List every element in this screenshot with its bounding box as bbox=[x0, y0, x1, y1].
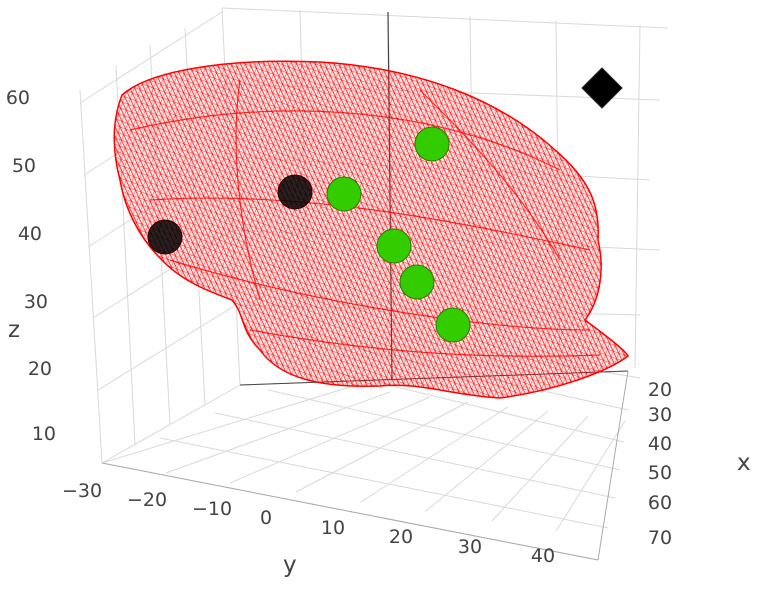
z-tick-label: 30 bbox=[24, 291, 48, 313]
green-circle-marker[interactable] bbox=[399, 264, 435, 300]
z-tick-label: 20 bbox=[28, 358, 52, 380]
x-tick-label: 50 bbox=[648, 462, 672, 484]
mesh-strand bbox=[129, 110, 561, 171]
green-circle-marker[interactable] bbox=[414, 126, 450, 162]
green-circle-marker[interactable] bbox=[326, 176, 362, 212]
mesh-wireframe bbox=[114, 61, 628, 398]
z-tick-label: 10 bbox=[32, 423, 56, 445]
y-tick-label: 10 bbox=[321, 517, 345, 539]
floor-gridline bbox=[267, 389, 621, 471]
black-circle-marker[interactable] bbox=[277, 174, 313, 210]
axis-line bbox=[597, 370, 629, 561]
black-circle-marker[interactable] bbox=[147, 219, 183, 255]
green-circle-marker[interactable] bbox=[435, 307, 471, 343]
wall-gridline bbox=[79, 89, 103, 464]
wall-gridline bbox=[221, 7, 669, 29]
floor-gridline bbox=[229, 396, 431, 484]
floor-gridline bbox=[491, 415, 589, 522]
floor-gridline bbox=[214, 412, 616, 499]
y-tick-label: 30 bbox=[458, 536, 482, 558]
x-tick-label: 30 bbox=[648, 404, 672, 426]
z-tick-label: 40 bbox=[18, 223, 42, 245]
green-circle-marker[interactable] bbox=[376, 228, 412, 264]
mesh-strand bbox=[235, 79, 261, 301]
z-tick-label: 60 bbox=[6, 87, 30, 109]
floor-gridline bbox=[425, 410, 549, 512]
axis-titles: x y z bbox=[8, 317, 751, 578]
mesh-strand bbox=[149, 197, 591, 251]
floor-gridline bbox=[295, 401, 469, 493]
x-tick-label: 20 bbox=[648, 379, 672, 401]
wall-gridline bbox=[634, 24, 641, 369]
floor-gridline bbox=[159, 437, 609, 529]
y-tick-label: −30 bbox=[62, 480, 102, 502]
wall-gridline bbox=[97, 304, 237, 391]
z-tick-label: 50 bbox=[12, 155, 36, 177]
y-tick-label: 20 bbox=[389, 526, 413, 548]
y-tick-label: 0 bbox=[260, 507, 272, 529]
axis-line bbox=[101, 462, 599, 561]
markers bbox=[147, 67, 623, 343]
y-axis-title: y bbox=[283, 552, 297, 578]
y-tick-label: −20 bbox=[127, 489, 167, 511]
floor-gridline bbox=[360, 406, 509, 503]
wall-gridline bbox=[101, 384, 241, 464]
y-tick-label: 40 bbox=[531, 545, 555, 567]
x-tick-label: 70 bbox=[648, 527, 672, 549]
mesh-strand bbox=[249, 329, 601, 357]
red-wireframe-mesh bbox=[113, 60, 629, 399]
diamond-marker[interactable] bbox=[581, 67, 623, 109]
x-axis-title: x bbox=[737, 450, 751, 476]
x-tick-label: 60 bbox=[648, 492, 672, 514]
floor-gridline bbox=[555, 420, 626, 532]
x-tick-label: 40 bbox=[648, 433, 672, 455]
mesh-strand bbox=[419, 89, 561, 261]
y-tick-label: −10 bbox=[192, 498, 232, 520]
z-axis-title: z bbox=[8, 317, 20, 343]
wall-gridline bbox=[79, 11, 223, 104]
mesh-strand bbox=[169, 259, 591, 331]
tick-labels: 10 20 30 40 50 60 −30 −20 −10 0 10 20 30 40 20 30 40 50 60… bbox=[6, 87, 672, 567]
floor-gridline bbox=[165, 391, 391, 474]
